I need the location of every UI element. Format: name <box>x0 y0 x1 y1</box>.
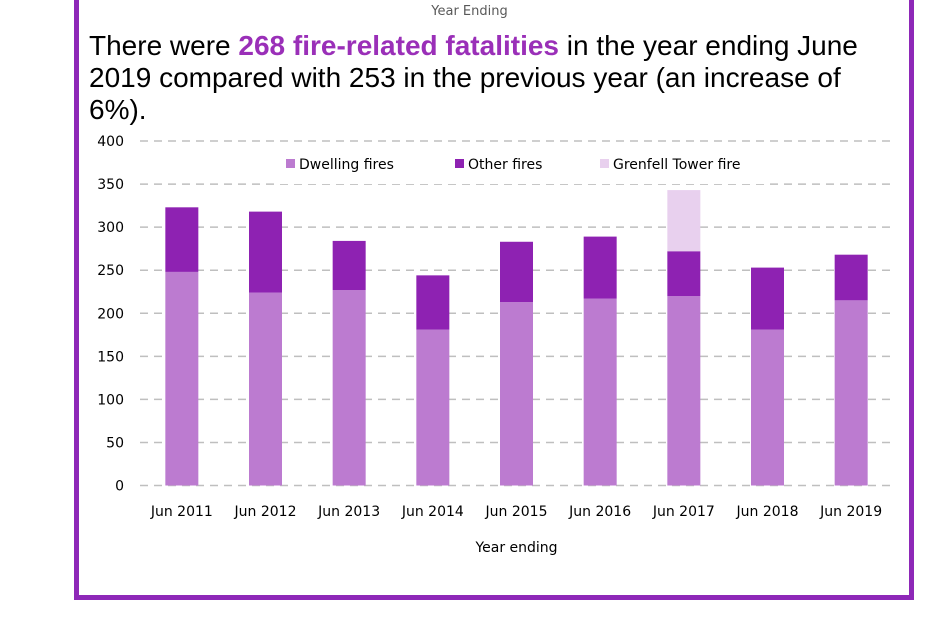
headline: There were 268 fire-related fatalities i… <box>89 30 904 126</box>
legend-label: Other fires <box>468 157 542 173</box>
legend-item: Dwelling fires <box>286 157 394 173</box>
y-tick-label: 400 <box>97 134 124 150</box>
y-tick-label: 300 <box>97 220 124 236</box>
x-tick-label: Jun 2012 <box>234 504 297 520</box>
bar-segment-dwelling <box>583 298 617 486</box>
x-tick-label: Jun 2011 <box>150 504 213 520</box>
y-tick-label: 250 <box>97 263 124 279</box>
x-tick-label: Jun 2014 <box>401 504 464 520</box>
bar-group <box>500 241 533 486</box>
bar-segment-dwelling <box>667 296 701 486</box>
x-tick-label: Jun 2017 <box>652 504 715 520</box>
y-tick-label: 350 <box>97 177 124 193</box>
top-label: Year Ending <box>431 4 508 19</box>
x-tick-label: Jun 2013 <box>317 504 380 520</box>
bar-segment-dwelling <box>500 302 533 486</box>
bar-segment-dwelling <box>416 329 450 486</box>
legend: Dwelling fires Other fires Grenfell Tower … <box>278 152 768 184</box>
bar-segment-other <box>834 254 868 301</box>
bar-group <box>165 207 199 486</box>
bar-segment-other <box>583 236 617 299</box>
legend-swatch <box>286 159 295 168</box>
x-tick-label: Jun 2015 <box>485 504 548 520</box>
bar-group <box>416 275 450 486</box>
bar-group <box>332 240 366 486</box>
y-tick-label: 100 <box>97 392 124 408</box>
bar-segment-other <box>416 275 450 330</box>
x-tick-label: Jun 2018 <box>736 504 799 520</box>
bar-segment-dwelling <box>751 329 784 486</box>
bar-group <box>667 190 701 486</box>
x-tick-label: Jun 2019 <box>819 504 882 520</box>
x-axis-ticks: Jun 2011 Jun 2012 Jun 2013 Jun 2014 Jun 2015… <box>150 504 882 520</box>
bar-segment-other <box>667 251 701 297</box>
legend-item: Grenfell Tower fire <box>600 157 740 173</box>
legend-label: Grenfell Tower fire <box>613 157 740 173</box>
bar-segment-other <box>500 241 533 303</box>
legend-background <box>278 152 768 184</box>
y-axis-ticks: 0 50 100 150 200 250 300 350 400 <box>97 134 124 495</box>
x-axis-title: Year ending <box>474 540 557 556</box>
bar-segment-dwelling <box>165 271 199 486</box>
x-tick-label: Jun 2016 <box>568 504 631 520</box>
y-tick-label: 200 <box>97 306 124 322</box>
bar-group <box>583 236 617 486</box>
bar-segment-other <box>249 211 282 293</box>
bar-group <box>751 267 784 486</box>
bar-segment-other <box>751 267 784 330</box>
y-tick-label: 150 <box>97 349 124 365</box>
bar-segment-grenfell <box>667 190 701 252</box>
y-tick-label: 0 <box>115 479 124 495</box>
legend-label: Dwelling fires <box>299 157 394 173</box>
legend-swatch <box>600 159 609 168</box>
headline-prefix: There were <box>89 30 239 61</box>
headline-highlight: 268 fire-related fatalities <box>238 30 559 61</box>
bar-segment-other <box>332 240 366 290</box>
bar-segment-dwelling <box>834 300 868 486</box>
bars <box>165 190 868 486</box>
bar-group <box>834 254 868 486</box>
y-tick-label: 50 <box>106 435 124 451</box>
legend-swatch <box>455 159 464 168</box>
bar-segment-dwelling <box>249 292 282 486</box>
bar-group <box>249 211 282 486</box>
bar-segment-dwelling <box>332 289 366 486</box>
bar-segment-other <box>165 207 199 272</box>
legend-item: Other fires <box>455 157 542 173</box>
headline-suffix: in the year ending June 2019 compared wi… <box>89 30 858 125</box>
